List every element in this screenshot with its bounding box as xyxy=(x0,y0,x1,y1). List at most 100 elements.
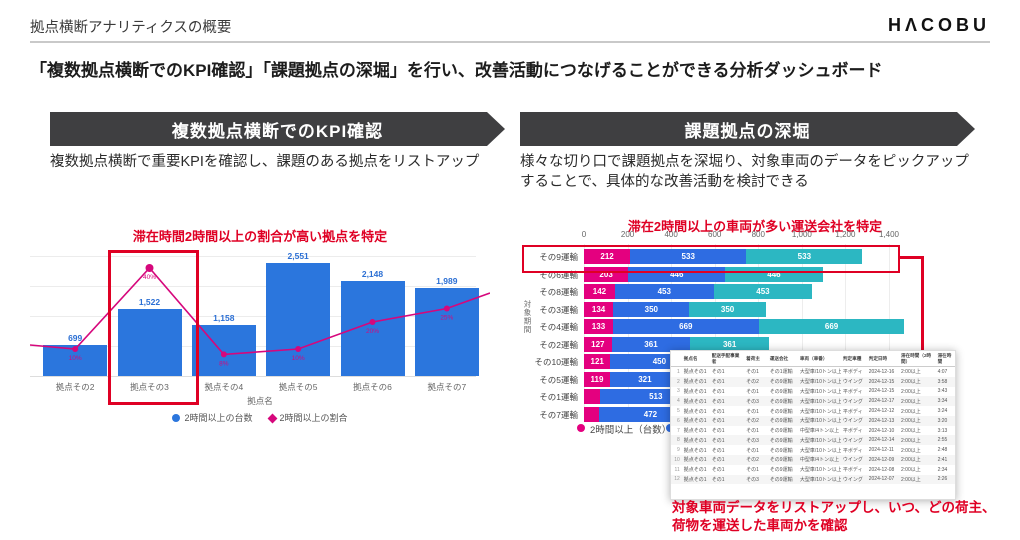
table-cell: その9運輸 xyxy=(769,457,793,464)
table-row: 1 拠点その1 その1 その1 その1運輸 大型車/10トン以上 平ボディ 2024-12-1… xyxy=(671,367,955,377)
bar xyxy=(414,287,479,376)
left-chart-legend: 2時間以上の台数 2時間以上の割合 xyxy=(30,411,490,424)
table-cell: 9 xyxy=(676,447,680,454)
table-cell: その9運輸 xyxy=(769,388,793,395)
stacked-segment: 133 xyxy=(584,319,613,334)
stacked-segment: 321 xyxy=(609,371,680,387)
table-cell: 大型車/10トン以上 xyxy=(799,379,841,386)
stacked-segment: 203 xyxy=(584,266,629,282)
table-header-cell: 運送会社 xyxy=(767,351,798,367)
table-cell: その1 xyxy=(711,369,725,376)
table-cell: 2:00以上 xyxy=(901,437,921,444)
table-row: 2 拠点その1 その1 その2 その9運輸 大型車/10トン以上 ウイング 2024-12-1… xyxy=(671,376,955,387)
table-cell: 2:00以上 xyxy=(901,447,921,454)
table-row: 10 拠点その1 その1 その2 その9運輸 中型車/4トン以上 ウイング 2024-12-0… xyxy=(671,455,955,465)
segment-value-label: 533 xyxy=(681,252,695,261)
table-cell: その9運輸 xyxy=(769,398,793,405)
table-cell: 11 xyxy=(674,466,680,473)
table-row: 8 拠点その1 その1 その3 その9運輸 大型車/10トン以上 ウイング 2024-12-1… xyxy=(671,435,955,446)
stacked-segment: 669 xyxy=(612,319,759,334)
table-cell: 中型車/4トン以上 xyxy=(799,457,840,464)
table-cell: ウイング xyxy=(842,457,863,464)
table-cell: 2024-12-13 xyxy=(868,417,895,424)
table-cell: 平ボディ xyxy=(842,369,863,376)
table-cell: その1 xyxy=(711,428,725,435)
legend-diamond-magenta xyxy=(267,413,277,424)
stacked-segment: 361 xyxy=(690,336,769,352)
right-red-annotation-bottom: 対象車両データをリストアップし、いつ、どの荷主、荷物を運送した車両かを確認 xyxy=(672,500,996,534)
table-cell: 2024-12-14 xyxy=(868,437,895,444)
stacked-segment: 446 xyxy=(725,266,823,282)
row-label: その8運輸 xyxy=(539,287,578,297)
table-cell: 3:24 xyxy=(937,408,948,415)
table-cell: 拠点その1 xyxy=(683,457,707,464)
table-cell: 2:00以上 xyxy=(901,408,921,415)
segment-value-label: 142 xyxy=(592,287,607,296)
table-cell: 平ボディ xyxy=(842,428,863,435)
segment-value-label: 212 xyxy=(600,252,614,261)
bar-value-label: 2,148 xyxy=(361,268,384,279)
stacked-segment: 669 xyxy=(758,319,905,334)
table-cell: 2024-12-09 xyxy=(868,456,895,463)
bar-value-label: 2,551 xyxy=(287,251,309,261)
segment-value-label: 321 xyxy=(638,374,652,384)
table-cell: 3 xyxy=(676,388,680,395)
stacked-segment: 127 xyxy=(584,336,612,352)
x-axis-title: 拠点名 xyxy=(247,396,273,406)
vehicle-table: 拠点名 配送手配事業者 着荷主 運送会社 車両（車番） 判定車種 判定日時 滞在時間（2時間）… xyxy=(671,351,955,485)
stacked-segment: 446 xyxy=(628,266,726,282)
table-cell: 2024-12-10 xyxy=(868,427,895,434)
table-cell: 拠点その1 xyxy=(683,447,707,454)
row-label: その4運輸 xyxy=(539,322,578,332)
table-cell: その1 xyxy=(711,457,725,464)
table-row: 3 拠点その1 その1 その1 その9運輸 大型車/10トン以上 平ボディ 2024-12-1… xyxy=(671,387,955,397)
table-cell: 拠点その1 xyxy=(683,437,707,444)
stacked-segment: 533 xyxy=(746,249,863,264)
row-label: その7運輸 xyxy=(539,409,578,420)
highlight-box-site xyxy=(108,250,199,405)
table-cell: 大型車/10トン以上 xyxy=(799,476,841,483)
table-row: 9 拠点その1 その1 その1 その9運輸 大型車/10トン以上 平ボディ 2024-12-1… xyxy=(671,445,955,455)
gridline xyxy=(30,256,476,257)
table-cell: その3 xyxy=(746,476,759,483)
table-cell: その1 xyxy=(711,437,725,444)
table-row: 7 拠点その1 その1 その1 その9運輸 中型車/4トン以上 平ボディ 2024-12-10… xyxy=(671,426,955,436)
table-cell: その1運輸 xyxy=(769,369,793,376)
table-header-cell: 判定車種 xyxy=(840,351,867,367)
headline: 「複数拠点横断でのKPI確認」「課題拠点の深堀」を行い、改善活動につなげることが… xyxy=(30,61,883,80)
x-tick-label: 拠点その7 xyxy=(427,382,467,392)
table-cell: 2024-12-08 xyxy=(868,466,895,473)
table-cell: 拠点その1 xyxy=(683,428,707,435)
banner-deep-dive-label: 課題拠点の深堀 xyxy=(684,121,811,141)
table-cell: 2:41 xyxy=(937,456,948,463)
x-tick-label: 800 xyxy=(751,230,765,239)
table-head: 拠点名 配送手配事業者 着荷主 運送会社 車両（車番） 判定車種 判定日時 滞在時間（2時間）… xyxy=(671,351,955,367)
x-tick-label: 拠点その3 xyxy=(130,382,169,392)
segment-value-label: 513 xyxy=(649,392,663,401)
segment-value-label: 121 xyxy=(590,357,604,366)
table-cell: 2:00以上 xyxy=(901,418,921,425)
segment-value-label: 361 xyxy=(644,339,658,349)
x-tick-label: 拠点その2 xyxy=(55,382,95,392)
bar-value-label: 699 xyxy=(68,333,83,344)
table-cell: その1 xyxy=(711,379,725,386)
x-tick-label: 1,000 xyxy=(791,230,812,239)
table-cell: ウイング xyxy=(842,379,863,386)
segment-value-label: 472 xyxy=(643,409,658,419)
stacked-segment: 350 xyxy=(613,301,690,317)
bar xyxy=(43,345,108,376)
table-cell: 2:00以上 xyxy=(901,379,921,386)
table-cell: その9運輸 xyxy=(769,447,793,454)
table-cell: 2024-12-11 xyxy=(868,447,894,454)
table-header-cell: 滞在時間（2時間） xyxy=(899,351,936,367)
row-label: その5運輸 xyxy=(539,374,578,385)
table-cell: その1 xyxy=(746,428,759,435)
connector-vertical xyxy=(921,256,924,351)
table-cell: 大型車/10トン以上 xyxy=(799,437,841,444)
table-header-cell xyxy=(671,351,682,367)
y-axis-title: 対象期間 xyxy=(523,300,532,334)
table-cell: その9運輸 xyxy=(769,418,793,425)
row-label: その2運輸 xyxy=(539,339,578,350)
table-cell: 6 xyxy=(676,417,680,424)
table-row: 5 拠点その1 その1 その1 その9運輸 大型車/10トン以上 平ボディ 2024-12-1… xyxy=(671,406,955,416)
